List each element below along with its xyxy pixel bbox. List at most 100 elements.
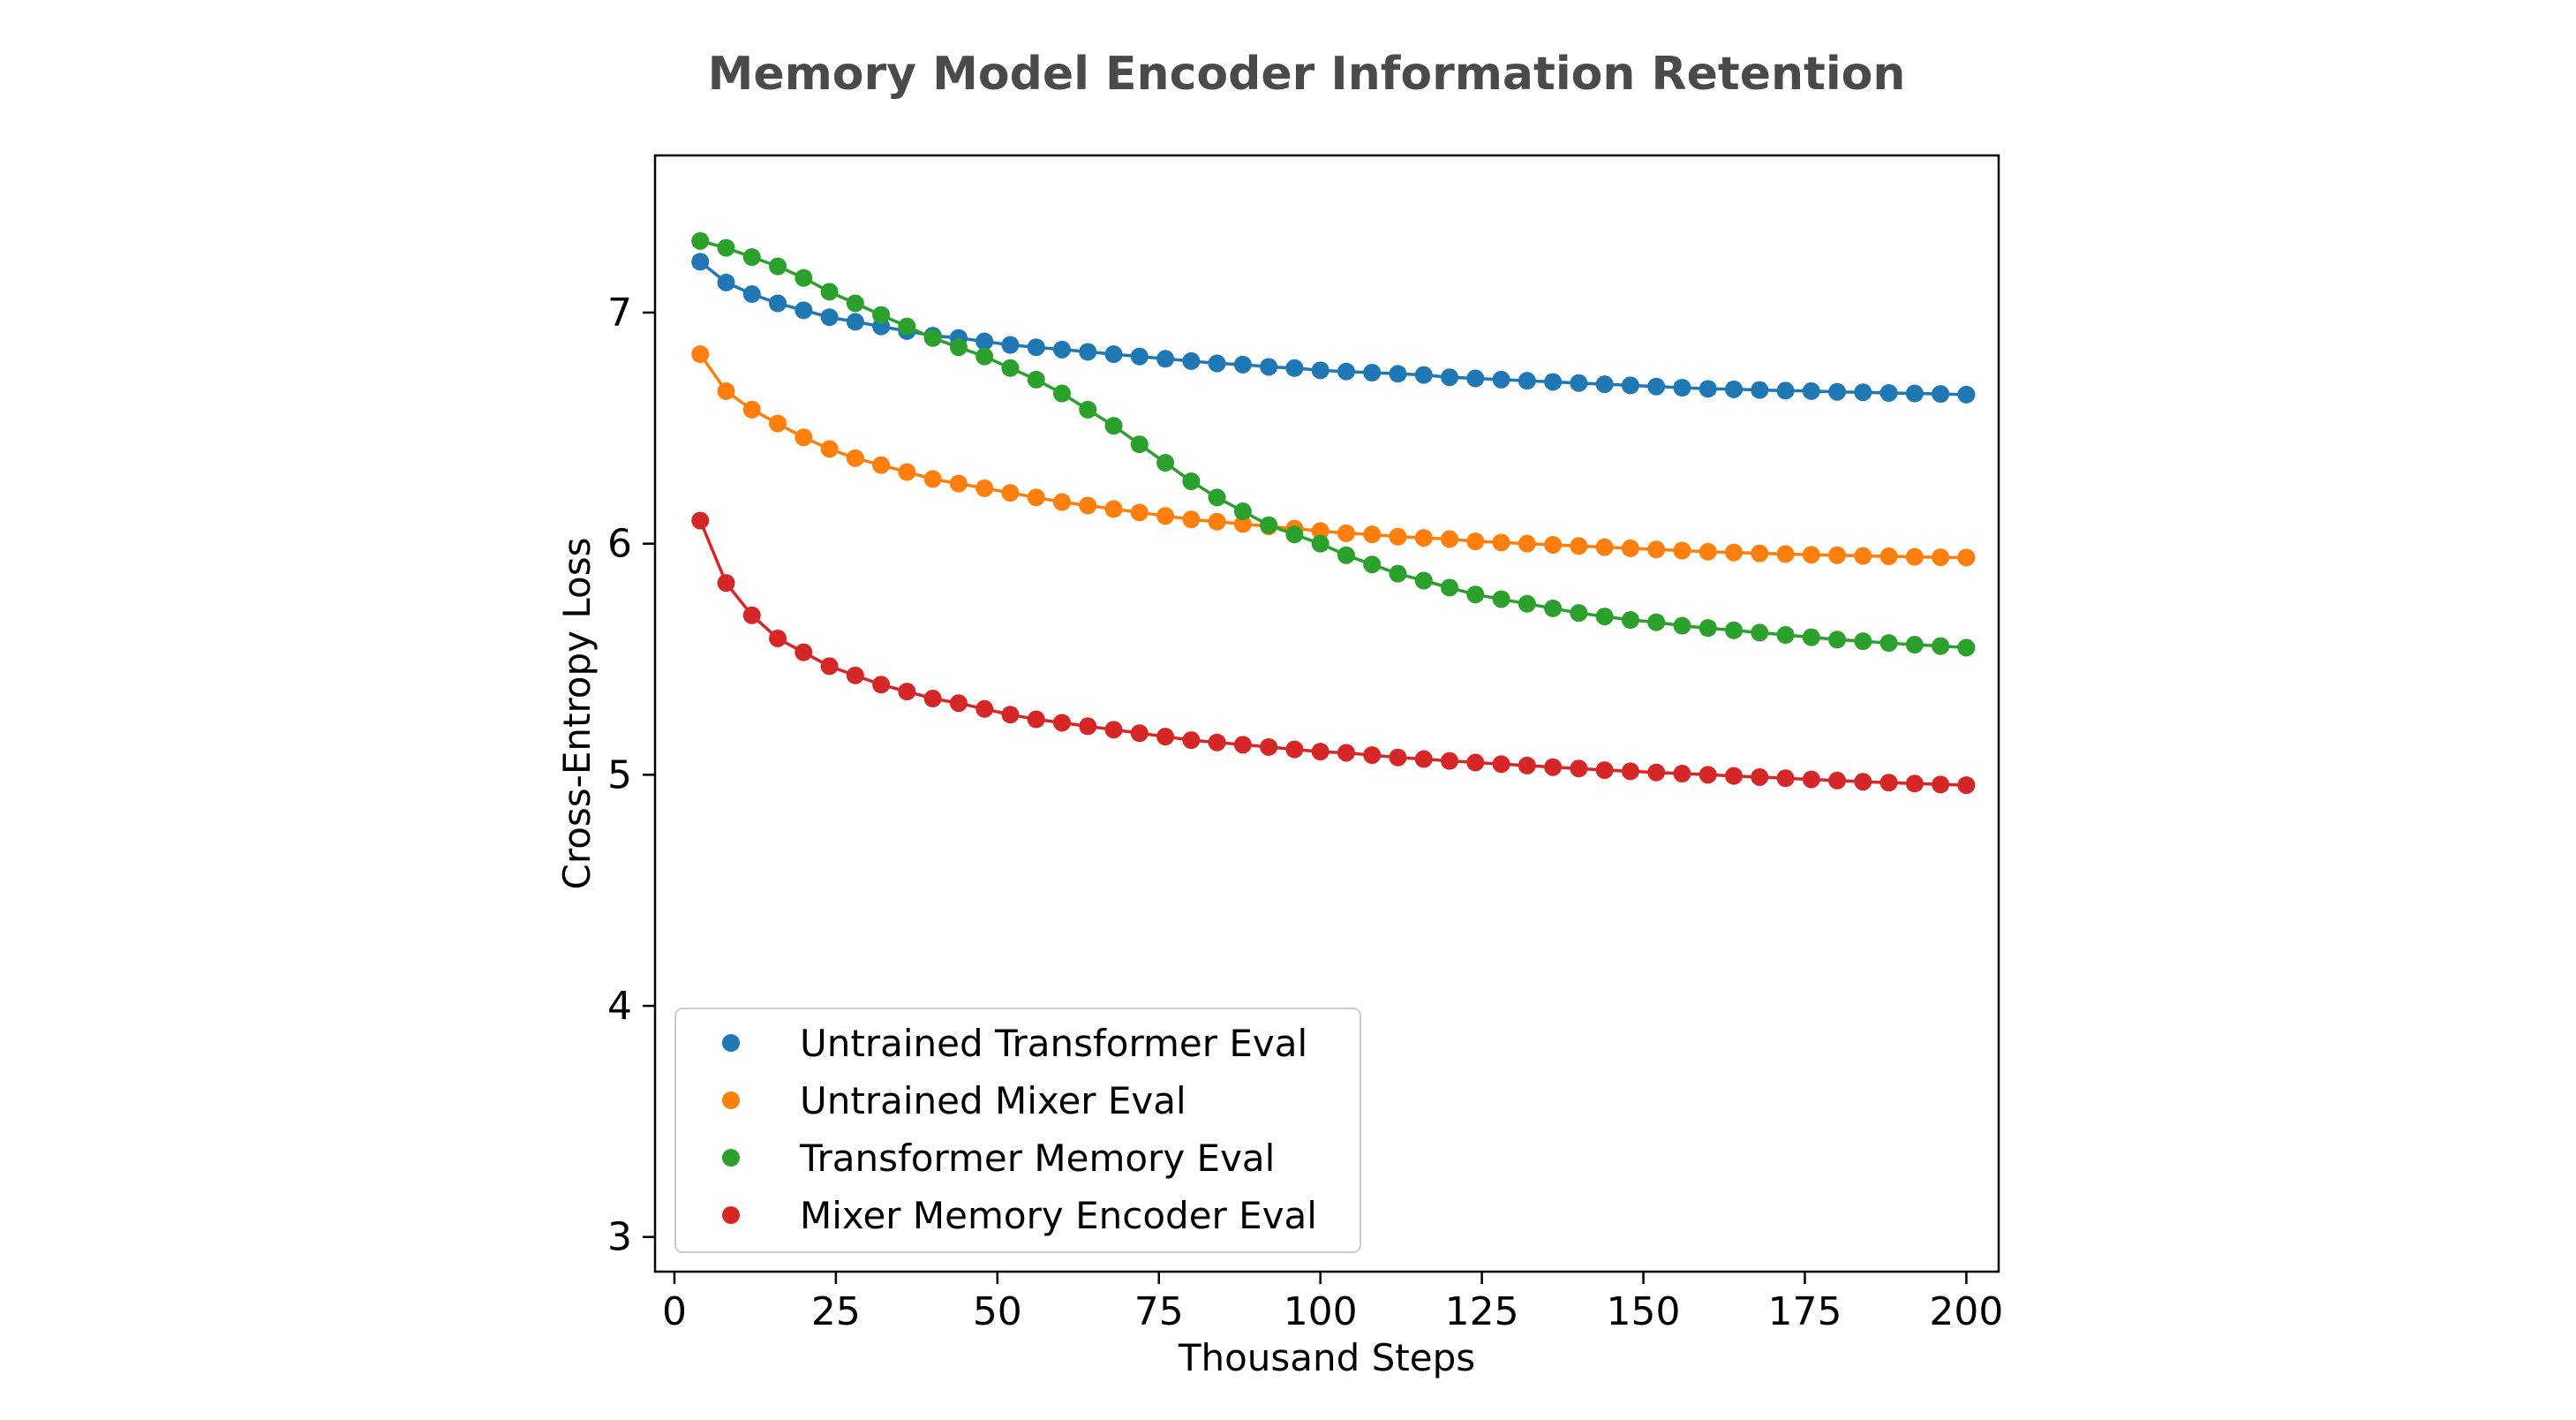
series-line — [699, 261, 1967, 397]
data-point — [1776, 545, 1795, 563]
data-point — [1673, 541, 1691, 560]
data-point — [795, 301, 813, 320]
data-point — [1647, 613, 1666, 631]
series-4 — [691, 511, 1976, 795]
data-point — [1233, 355, 1252, 374]
x-tick-label: 175 — [1767, 1289, 1842, 1334]
data-point — [691, 231, 710, 250]
data-point — [1182, 510, 1201, 529]
data-point — [1854, 773, 1872, 791]
legend-entry: Untrained Transformer Eval — [800, 1022, 1307, 1065]
data-point — [1104, 500, 1123, 518]
data-point — [742, 285, 761, 304]
data-point — [1130, 435, 1149, 454]
data-point — [1595, 375, 1614, 394]
legend-box — [674, 1008, 1361, 1253]
data-point — [1208, 733, 1226, 752]
data-point — [1052, 493, 1071, 511]
data-point — [1492, 370, 1510, 389]
data-point — [1466, 532, 1485, 551]
data-point — [1130, 347, 1149, 366]
x-tick-label: 0 — [662, 1289, 687, 1334]
data-point — [1182, 472, 1201, 490]
data-point — [1337, 744, 1355, 762]
plot-frame — [653, 154, 2000, 1273]
data-point — [923, 689, 942, 707]
data-point — [1570, 759, 1588, 778]
data-point — [1724, 621, 1743, 639]
legend-marker — [722, 1206, 740, 1224]
data-point — [1724, 380, 1743, 398]
data-point — [1233, 515, 1252, 533]
data-point — [1699, 766, 1717, 784]
legend-marker — [722, 1149, 740, 1167]
data-point — [1001, 706, 1020, 724]
x-tick-label: 50 — [973, 1289, 1022, 1334]
data-point — [1544, 758, 1563, 776]
data-point — [1363, 746, 1382, 765]
data-point — [975, 699, 994, 718]
data-point — [1337, 362, 1355, 381]
data-point — [1621, 762, 1639, 781]
data-point — [1724, 767, 1743, 785]
data-point — [975, 479, 994, 497]
data-point — [1233, 502, 1252, 521]
data-point — [1027, 338, 1045, 357]
data-point — [1621, 376, 1639, 395]
data-point — [1285, 740, 1304, 759]
y-tick-label: 5 — [607, 752, 632, 797]
data-point — [820, 657, 839, 676]
y-tick-label: 3 — [607, 1215, 632, 1260]
data-point — [1441, 530, 1459, 548]
data-point — [949, 694, 968, 713]
data-point — [1027, 488, 1045, 507]
data-point — [1001, 336, 1020, 354]
data-point — [1518, 756, 1536, 774]
data-point — [1001, 484, 1020, 502]
data-point — [820, 440, 839, 458]
data-point — [1802, 628, 1820, 646]
data-point — [1260, 516, 1278, 534]
data-point — [820, 283, 839, 301]
data-point — [717, 273, 735, 291]
data-point — [1879, 774, 1898, 792]
data-point — [898, 683, 916, 701]
data-point — [949, 474, 968, 493]
data-point — [846, 666, 864, 684]
data-point — [1079, 717, 1097, 736]
data-point — [846, 313, 864, 331]
data-point — [1905, 636, 1924, 654]
data-point — [717, 238, 735, 257]
data-point — [1363, 363, 1382, 381]
data-point — [1570, 374, 1588, 392]
data-point — [872, 306, 891, 324]
data-point — [1130, 503, 1149, 522]
x-tick-label: 25 — [811, 1289, 861, 1334]
data-point — [1621, 539, 1639, 557]
data-point — [820, 308, 839, 327]
data-point — [691, 253, 710, 271]
data-point — [1130, 724, 1149, 743]
x-tick-label: 100 — [1284, 1289, 1358, 1334]
series-1 — [691, 253, 1976, 404]
data-point — [1441, 752, 1459, 770]
data-point — [769, 257, 787, 276]
data-point — [795, 268, 813, 287]
series-line — [698, 519, 1967, 787]
data-point — [1260, 737, 1278, 756]
data-point — [898, 463, 916, 481]
data-point — [1570, 537, 1588, 555]
data-point — [1699, 380, 1717, 398]
data-point — [795, 643, 813, 661]
data-point — [1208, 354, 1226, 373]
data-point — [1182, 351, 1201, 370]
data-point — [1673, 765, 1691, 783]
data-point — [1544, 535, 1563, 554]
data-point — [717, 381, 735, 400]
data-point — [1233, 736, 1252, 754]
data-point — [1027, 370, 1045, 389]
data-point — [691, 511, 710, 530]
data-point — [717, 574, 735, 593]
data-point — [1673, 379, 1691, 397]
